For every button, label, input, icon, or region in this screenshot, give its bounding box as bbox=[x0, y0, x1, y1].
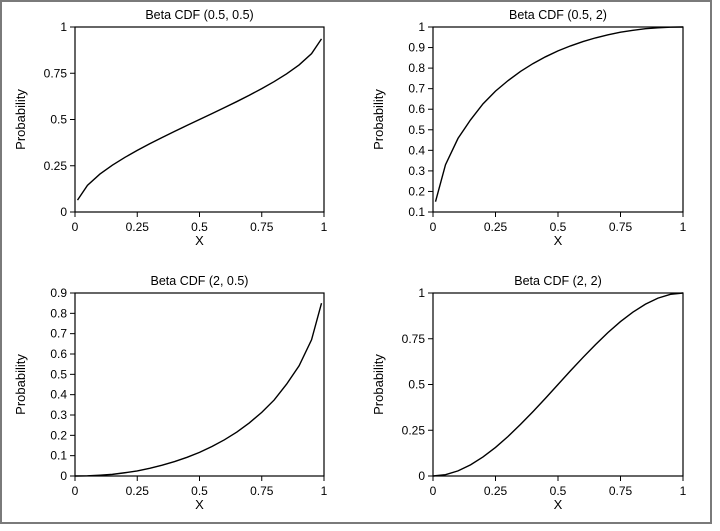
y-axis-label: Probability bbox=[13, 89, 28, 150]
x-tick-label: 0.5 bbox=[550, 220, 567, 234]
x-tick-label: 0.5 bbox=[191, 484, 208, 498]
x-tick-label: 0.25 bbox=[126, 220, 150, 234]
x-tick-label: 0.25 bbox=[126, 484, 150, 498]
chart-title: Beta CDF (2, 0.5) bbox=[151, 274, 249, 288]
y-tick-label: 1 bbox=[60, 20, 67, 34]
cdf-curve-line bbox=[76, 38, 323, 201]
y-tick-label: 1 bbox=[418, 20, 425, 34]
cdf-curve-line bbox=[434, 26, 684, 202]
x-tick-label: 0 bbox=[430, 484, 437, 498]
x-tick-label: 0.75 bbox=[250, 484, 274, 498]
y-tick-label: 0.8 bbox=[50, 306, 67, 320]
chart-panel-1: Beta CDF (0.5, 0.5) 0 0.25 0.5 0.75 1 0 0.25 0.5… bbox=[13, 8, 328, 248]
y-tick-label: 1 bbox=[418, 286, 425, 300]
chart-panel-4: Beta CDF (2, 2) 0 0.25 0.5 0.75 1 0 0.25 0.5 0.75… bbox=[371, 274, 687, 512]
y-tick-label: 0.5 bbox=[50, 113, 67, 127]
x-tick-label: 0 bbox=[72, 484, 79, 498]
x-tick-label: 0 bbox=[72, 220, 79, 234]
x-tick-label: 0.5 bbox=[191, 220, 208, 234]
y-tick-label: 0.9 bbox=[408, 41, 425, 55]
y-tick-label: 0.9 bbox=[50, 286, 67, 300]
chart-title: Beta CDF (0.5, 0.5) bbox=[145, 8, 253, 22]
y-tick-label: 0.4 bbox=[408, 143, 425, 157]
x-tick-label: 0.25 bbox=[484, 220, 508, 234]
y-tick-label: 0 bbox=[418, 469, 425, 483]
y-axis-label: Probability bbox=[13, 354, 28, 415]
y-tick-label: 0.75 bbox=[44, 66, 68, 80]
x-axis-label: X bbox=[554, 497, 563, 512]
y-tick-label: 0.25 bbox=[402, 423, 426, 437]
y-tick-label: 0.6 bbox=[408, 102, 425, 116]
x-tick-label: 0.25 bbox=[484, 484, 508, 498]
y-tick-label: 0.5 bbox=[50, 367, 67, 381]
x-tick-label: 0.75 bbox=[609, 220, 633, 234]
figure-border bbox=[0, 0, 712, 524]
chart-title: Beta CDF (0.5, 2) bbox=[509, 8, 607, 22]
x-axis-label: X bbox=[195, 497, 204, 512]
y-axis-label: Probability bbox=[371, 354, 386, 415]
x-tick-label: 0 bbox=[430, 220, 437, 234]
y-tick-label: 0.4 bbox=[50, 388, 67, 402]
y-tick-label: 0 bbox=[60, 205, 67, 219]
y-tick-label: 0.7 bbox=[408, 82, 425, 96]
x-axis-label: X bbox=[195, 233, 204, 248]
y-tick-label: 0.2 bbox=[50, 428, 67, 442]
chart-title: Beta CDF (2, 2) bbox=[514, 274, 602, 288]
chart-panel-2: Beta CDF (0.5, 2) 0 0.25 0.5 0.75 1 0.1 0.2 0.3 0… bbox=[371, 8, 687, 248]
y-tick-label: 0.8 bbox=[408, 61, 425, 75]
y-tick-label: 0.3 bbox=[50, 408, 67, 422]
y-tick-label: 0.3 bbox=[408, 164, 425, 178]
y-axis-label: Probability bbox=[371, 89, 386, 150]
y-tick-label: 0 bbox=[60, 469, 67, 483]
x-tick-label: 1 bbox=[321, 484, 328, 498]
cdf-curve-line bbox=[74, 302, 323, 477]
x-axis-label: X bbox=[554, 233, 563, 248]
y-tick-label: 0.7 bbox=[50, 327, 67, 341]
x-tick-label: 1 bbox=[680, 220, 687, 234]
x-tick-label: 1 bbox=[321, 220, 328, 234]
y-tick-label: 0.5 bbox=[408, 123, 425, 137]
y-tick-label: 0.75 bbox=[402, 332, 426, 346]
y-tick-label: 0.6 bbox=[50, 347, 67, 361]
x-tick-label: 0.75 bbox=[609, 484, 633, 498]
x-tick-label: 0.5 bbox=[550, 484, 567, 498]
y-tick-label: 0.25 bbox=[44, 159, 68, 173]
y-tick-label: 0.1 bbox=[50, 449, 67, 463]
chart-panel-3: Beta CDF (2, 0.5) 0 0.25 0.5 0.75 1 0 0.1 0.2 0.3… bbox=[13, 274, 328, 512]
y-tick-label: 0.2 bbox=[408, 184, 425, 198]
x-tick-label: 0.75 bbox=[250, 220, 274, 234]
cdf-curve-line bbox=[432, 292, 684, 477]
x-tick-label: 1 bbox=[680, 484, 687, 498]
y-tick-label: 0.5 bbox=[408, 378, 425, 392]
y-tick-label: 0.1 bbox=[408, 205, 425, 219]
